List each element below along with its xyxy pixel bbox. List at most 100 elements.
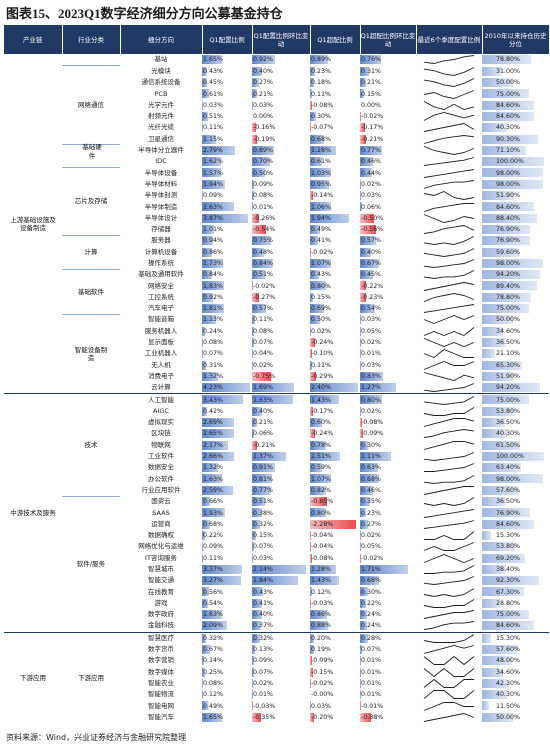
- subsector-name: 通信系统设备: [141, 78, 181, 87]
- percentile-bar: [482, 337, 505, 347]
- percentile-bar: [482, 587, 524, 597]
- q1-change: -0.54%: [252, 224, 310, 235]
- table-row: 基础软件 基础及通用软件 0.84% 0.51% 0.43% 0.45% 94.20%: [4, 268, 549, 315]
- overweight-change-bar: [360, 530, 361, 540]
- overweight-change-bar: [360, 337, 361, 347]
- q1-change-bar: [252, 406, 262, 416]
- q1-ratio-bar: [202, 576, 242, 586]
- overweight-value: 0.69%: [311, 305, 332, 313]
- overweight-change: 0.83%: [360, 371, 416, 382]
- overweight-change-value: -0.56%: [361, 226, 384, 234]
- overweight-change-bar: [360, 360, 361, 370]
- sparkline: [423, 78, 475, 88]
- q1-change-bar: [252, 598, 263, 608]
- overweight-change-value: 0.80%: [361, 396, 382, 404]
- header-chain: 产业链: [4, 25, 63, 54]
- q1-change: 0.07%: [252, 541, 310, 552]
- q1-change-bar: [252, 191, 254, 201]
- percentile-bar: [482, 66, 502, 76]
- q1-change-value: 0.01%: [253, 203, 274, 211]
- header-percentile: 2010年以来持仓历史分位: [482, 25, 550, 54]
- percentile: 98.00%: [482, 167, 549, 178]
- overweight-change-bar: [360, 157, 373, 167]
- sparkline-cell: [416, 337, 482, 348]
- overweight: -0.00%: [310, 689, 360, 700]
- q1-ratio-value: 1.93%: [203, 509, 224, 517]
- industry-label: 芯片及存储: [62, 166, 120, 236]
- sparkline-path: [424, 531, 475, 541]
- q1-ratio-bar: [202, 633, 206, 643]
- percentile-value: 40.30%: [496, 124, 521, 132]
- q1-change-bar: [252, 270, 265, 280]
- q1-change-bar: [252, 463, 275, 473]
- percentile-bar: [482, 508, 530, 518]
- subsector-name: 半导体设备: [144, 168, 178, 177]
- sparkline-path: [423, 587, 475, 597]
- percentile: 51.90%: [482, 190, 549, 201]
- q1-change-value: 0.21%: [253, 90, 274, 98]
- overweight-change-bar: [360, 621, 367, 631]
- sparkline: [423, 485, 474, 495]
- overweight: -0.24%: [310, 428, 360, 439]
- q1-ratio-bar: [202, 315, 216, 325]
- subsector-name: 半导体材料: [144, 179, 178, 188]
- q1-ratio-bar: [202, 485, 234, 495]
- sparkline-cell: [416, 667, 482, 678]
- sparkline: [423, 304, 475, 314]
- percentile-bar: [482, 530, 492, 540]
- q1-ratio-bar: [202, 270, 213, 280]
- q1-ratio: 1.01%: [202, 224, 252, 235]
- sparkline: [423, 349, 474, 359]
- q1-ratio: 0.51%: [202, 111, 252, 122]
- industry-label: 下游应用: [62, 631, 120, 724]
- sparkline-cell: [416, 303, 482, 314]
- overweight-value: 0.82%: [311, 486, 332, 494]
- overweight-change: 0.44%: [360, 167, 416, 178]
- sparkline-path: [423, 418, 475, 428]
- q1-ratio: 0.66%: [202, 496, 252, 507]
- subsector-name: AIGC: [153, 406, 169, 415]
- q1-ratio: 0.14%: [202, 655, 252, 666]
- overweight-change-bar: [360, 66, 369, 76]
- percentile: 34.60%: [482, 667, 549, 678]
- percentile-value: 50.00%: [496, 316, 521, 324]
- percentile-bar: [482, 157, 544, 167]
- overweight-change-value: -0.38%: [361, 713, 384, 721]
- overweight-change-bar: [360, 213, 374, 223]
- q1-change: 0.02%: [252, 678, 310, 689]
- sparkline-cell: [416, 586, 482, 597]
- q1-change-value: 0.04%: [253, 350, 274, 358]
- percentile-bar: [482, 179, 543, 189]
- percentile: 38.40%: [482, 564, 549, 575]
- overweight-change-bar: [360, 371, 384, 381]
- table-row: AIGC 0.42% 0.40% -0.17% 0.02% 53.80%: [4, 406, 549, 417]
- q1-ratio-value: 2.17%: [203, 441, 224, 449]
- q1-ratio: 0.67%: [202, 644, 252, 655]
- q1-ratio-bar: [202, 66, 208, 76]
- percentile-bar: [482, 690, 507, 700]
- overweight-value: 0.80%: [311, 282, 332, 290]
- overweight-bar: [310, 258, 332, 268]
- q1-change-value: 0.07%: [253, 543, 274, 551]
- overweight-change-bar: [360, 553, 361, 563]
- q1-ratio: 0.42%: [202, 406, 252, 417]
- sparkline-path: [423, 429, 475, 439]
- q1-ratio-bar: [202, 712, 222, 722]
- sparkline: [423, 610, 475, 620]
- q1-ratio-value: 2.79%: [203, 147, 224, 155]
- overweight-value: -0.07%: [311, 124, 334, 132]
- percentile-value: 40.30%: [496, 430, 521, 438]
- q1-change-value: 0.51%: [253, 271, 274, 279]
- sparkline-cell: [416, 393, 482, 406]
- subsector-name: 数字政府: [148, 610, 174, 619]
- overweight-change: 0.01%: [360, 348, 416, 359]
- overweight-change-value: 0.07%: [361, 646, 382, 654]
- subsector-name: 国资云: [151, 497, 171, 506]
- q1-change-bar: [252, 383, 295, 393]
- q1-change-value: 0.06%: [253, 430, 274, 438]
- overweight-change: -0.38%: [360, 712, 416, 723]
- overweight-change: 0.24%: [360, 609, 416, 620]
- percentile-bar: [482, 429, 507, 439]
- q1-ratio-bar: [202, 701, 208, 711]
- percentile: 36.50%: [482, 496, 549, 507]
